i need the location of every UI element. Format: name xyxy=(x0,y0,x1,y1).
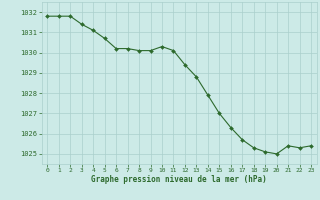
X-axis label: Graphe pression niveau de la mer (hPa): Graphe pression niveau de la mer (hPa) xyxy=(91,175,267,184)
